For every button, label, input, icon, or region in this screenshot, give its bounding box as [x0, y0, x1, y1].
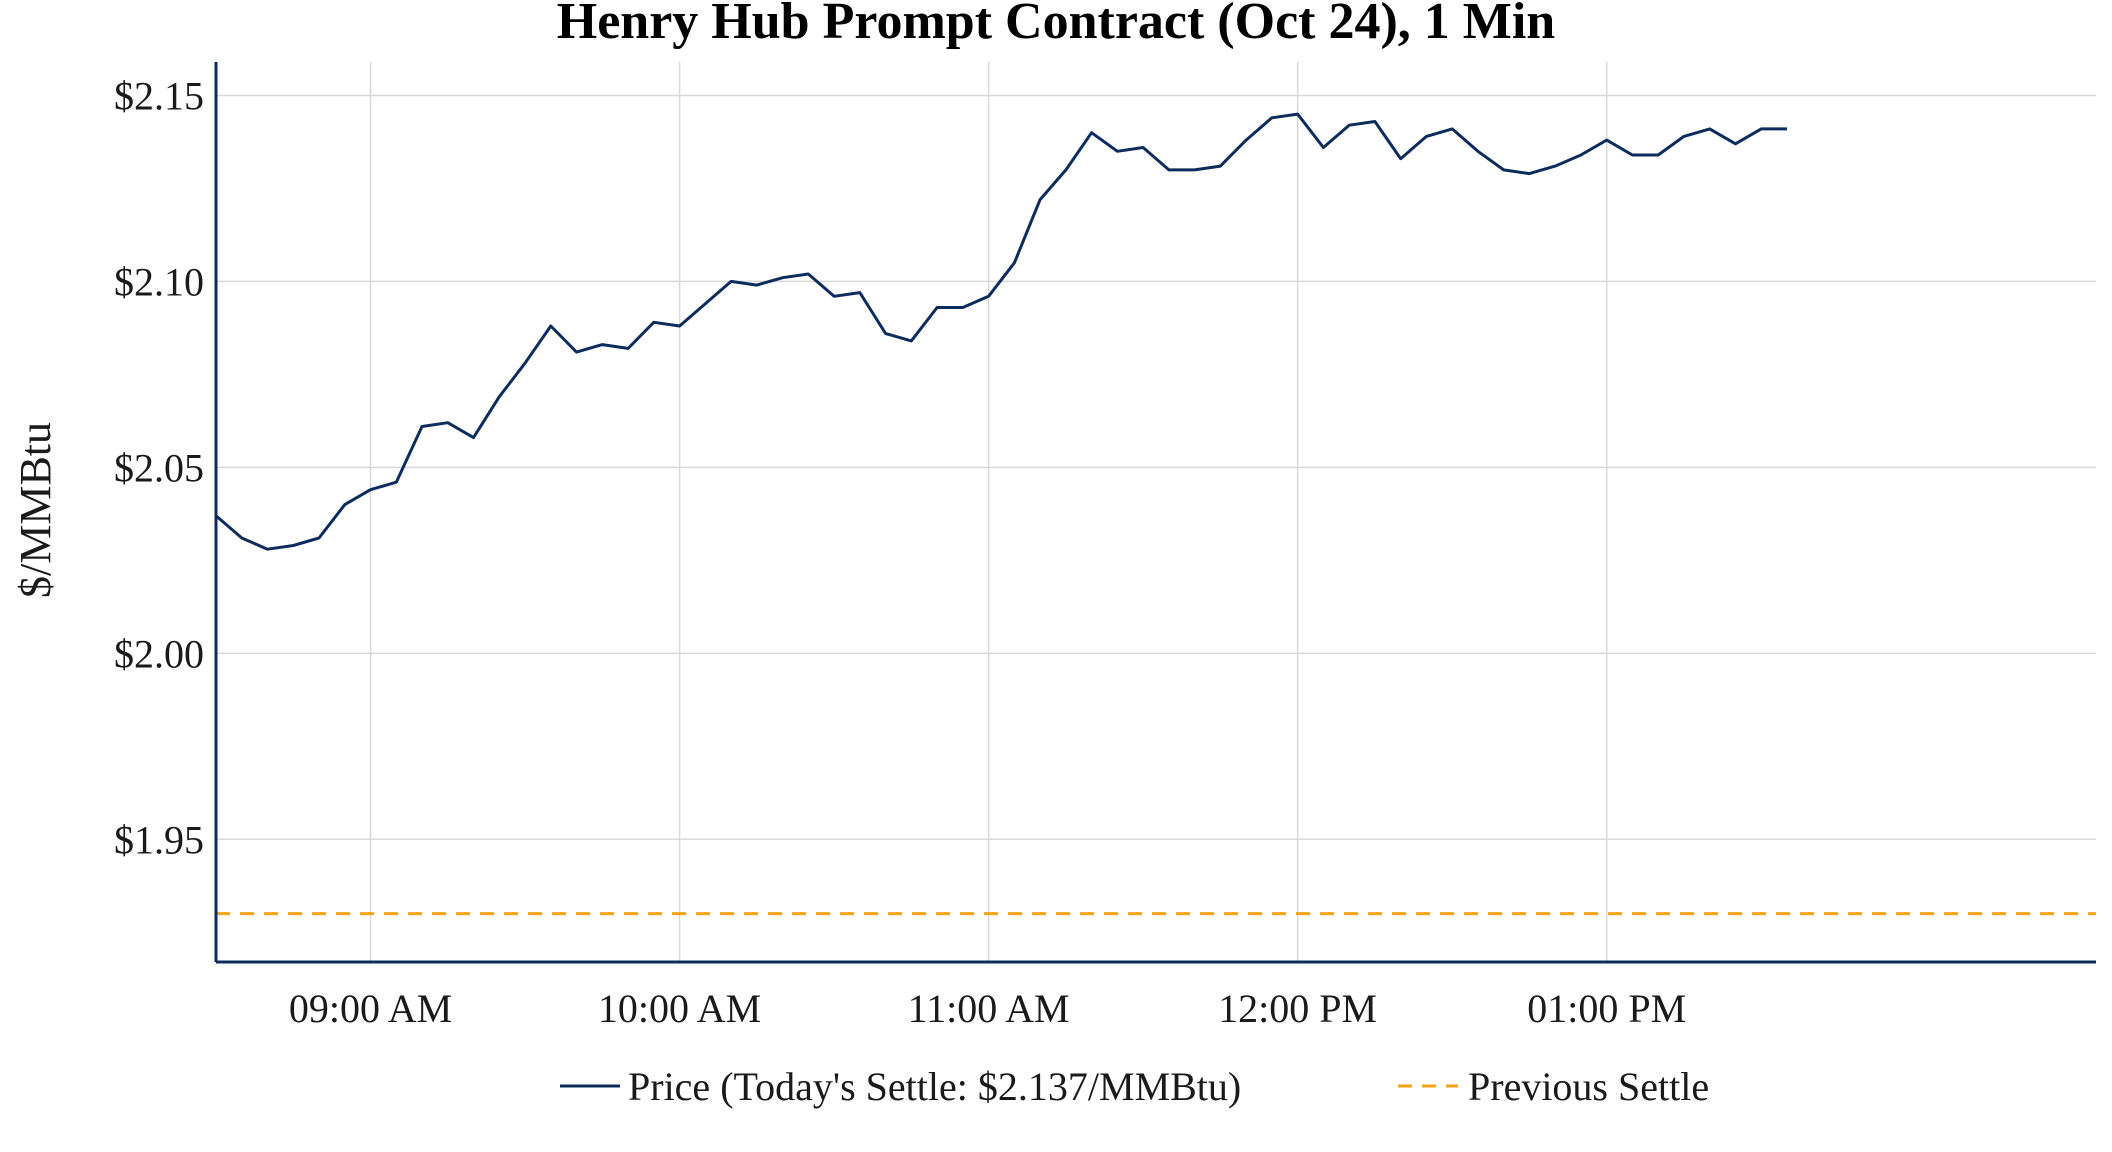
x-tick-label: 12:00 PM [1218, 986, 1377, 1031]
legend-price-label: Price (Today's Settle: $2.137/MMBtu) [628, 1064, 1241, 1109]
y-tick-labels: $1.95 $2.00 $2.05 $2.10 $2.15 [114, 73, 204, 862]
chart-title: Henry Hub Prompt Contract (Oct 24), 1 Mi… [557, 0, 1556, 50]
x-tick-label: 11:00 AM [908, 986, 1070, 1031]
y-tick-label: $2.00 [114, 631, 204, 676]
legend-previous-settle-label: Previous Settle [1468, 1064, 1709, 1109]
x-tick-label: 10:00 AM [598, 986, 761, 1031]
x-tick-label: 01:00 PM [1527, 986, 1686, 1031]
price-line [215, 112, 1787, 551]
axes [214, 62, 2096, 964]
price-series-layer [215, 112, 1787, 551]
y-tick-label: $1.95 [114, 817, 204, 862]
y-tick-label: $2.15 [114, 73, 204, 118]
x-tick-label: 09:00 AM [289, 986, 452, 1031]
y-tick-label: $2.05 [114, 445, 204, 490]
y-axis-title: $/MMBtu [11, 422, 60, 598]
y-tick-label: $2.10 [114, 259, 204, 304]
legend: Price (Today's Settle: $2.137/MMBtu) Prev… [560, 1064, 1709, 1109]
x-tick-labels: 09:00 AM 10:00 AM 11:00 AM 12:00 PM 01:00 PM [289, 986, 1686, 1031]
grid-lines [216, 62, 2096, 962]
